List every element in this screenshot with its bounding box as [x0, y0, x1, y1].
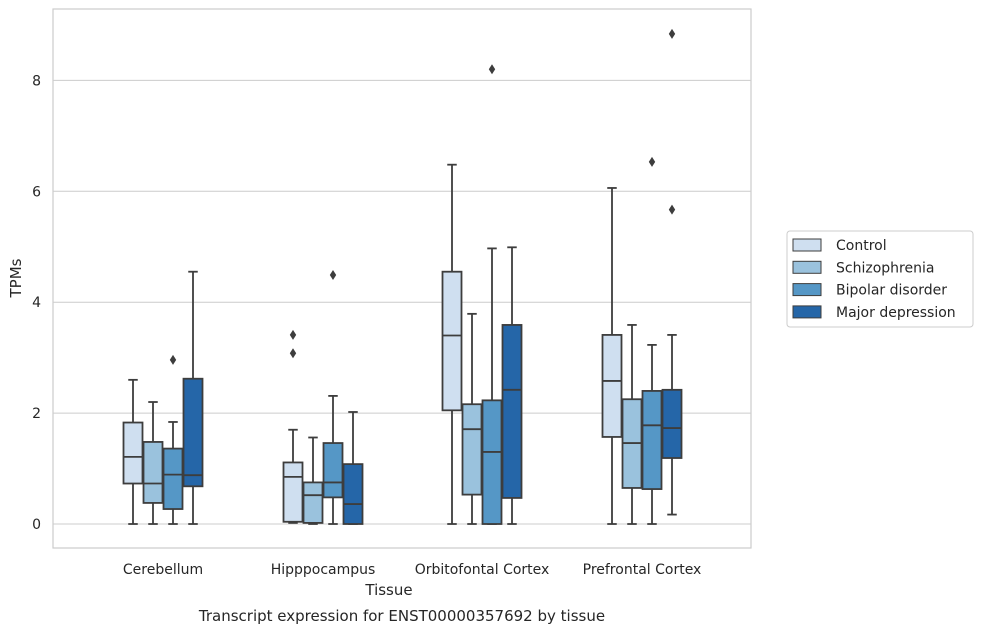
x-tick-labels: Cerebellum Hipppocampus Orbitofontal Corte…: [123, 562, 701, 578]
box-iqr: [601, 334, 623, 438]
y-tick-label: 6: [32, 184, 41, 200]
legend-swatch: [792, 260, 822, 274]
boxplot: [441, 163, 463, 525]
legend-swatch: [792, 283, 822, 297]
legend: Control Schizophrenia Bipolar disorder Majo…: [786, 230, 974, 328]
boxplot: [661, 28, 683, 516]
boxplot: [322, 270, 344, 525]
legend-entry: Control: [836, 238, 887, 254]
y-tick-label: 8: [32, 73, 41, 89]
boxplot: [621, 324, 643, 525]
box-iqr: [481, 399, 503, 525]
y-tick-label: 4: [32, 295, 41, 311]
box-iqr: [641, 390, 663, 490]
legend-entry: Major depression: [836, 305, 956, 321]
y-axis-label: TPMs: [7, 258, 25, 298]
box-iqr: [182, 377, 204, 488]
x-tick-label: Hipppocampus: [271, 562, 376, 578]
legend-entry: Schizophrenia: [836, 260, 934, 276]
boxplot: [461, 312, 483, 525]
y-tick-label: 0: [32, 517, 41, 533]
outlier-point: [648, 156, 656, 167]
boxplot: [481, 64, 503, 525]
box-iqr: [282, 461, 304, 523]
boxplot: [122, 378, 144, 525]
box-iqr: [302, 481, 324, 524]
boxplot: [182, 270, 204, 525]
x-axis-label: Tissue: [364, 581, 412, 599]
legend-frame: [786, 230, 974, 328]
outlier-point: [668, 28, 676, 39]
box-iqr: [441, 270, 463, 412]
boxplot: [501, 246, 523, 525]
box-iqr: [322, 442, 344, 499]
legend-swatch: [792, 238, 822, 252]
boxplots: [122, 28, 683, 525]
x-tick-label: Orbitofontal Cortex: [415, 562, 550, 578]
outlier-point: [289, 329, 297, 340]
box-iqr: [461, 403, 483, 496]
box-iqr: [661, 388, 683, 459]
box-iqr: [162, 447, 184, 510]
box-iqr: [342, 463, 364, 525]
box-iqr: [501, 324, 523, 499]
legend-swatch: [792, 305, 822, 319]
boxplot: [142, 401, 164, 525]
x-tick-label: Cerebellum: [123, 562, 203, 578]
outlier-point: [329, 270, 337, 281]
boxplot: [641, 156, 663, 525]
legend-entry: Bipolar disorder: [836, 283, 947, 299]
box-iqr: [122, 421, 144, 485]
outlier-point: [289, 348, 297, 359]
x-tick-label: Prefrontal Cortex: [583, 562, 702, 578]
boxplot: [162, 354, 184, 525]
outlier-point: [488, 64, 496, 75]
boxplot: [342, 411, 364, 525]
boxplot: [282, 329, 304, 524]
y-tick-labels: 0 2 4 6 8: [32, 73, 41, 533]
box-iqr: [142, 441, 164, 504]
boxplot: [601, 187, 623, 525]
chart-caption: Transcript expression for ENST0000035769…: [198, 607, 605, 625]
boxplot: [302, 436, 324, 525]
outlier-point: [169, 354, 177, 365]
y-tick-label: 2: [32, 406, 41, 422]
outlier-point: [668, 204, 676, 215]
